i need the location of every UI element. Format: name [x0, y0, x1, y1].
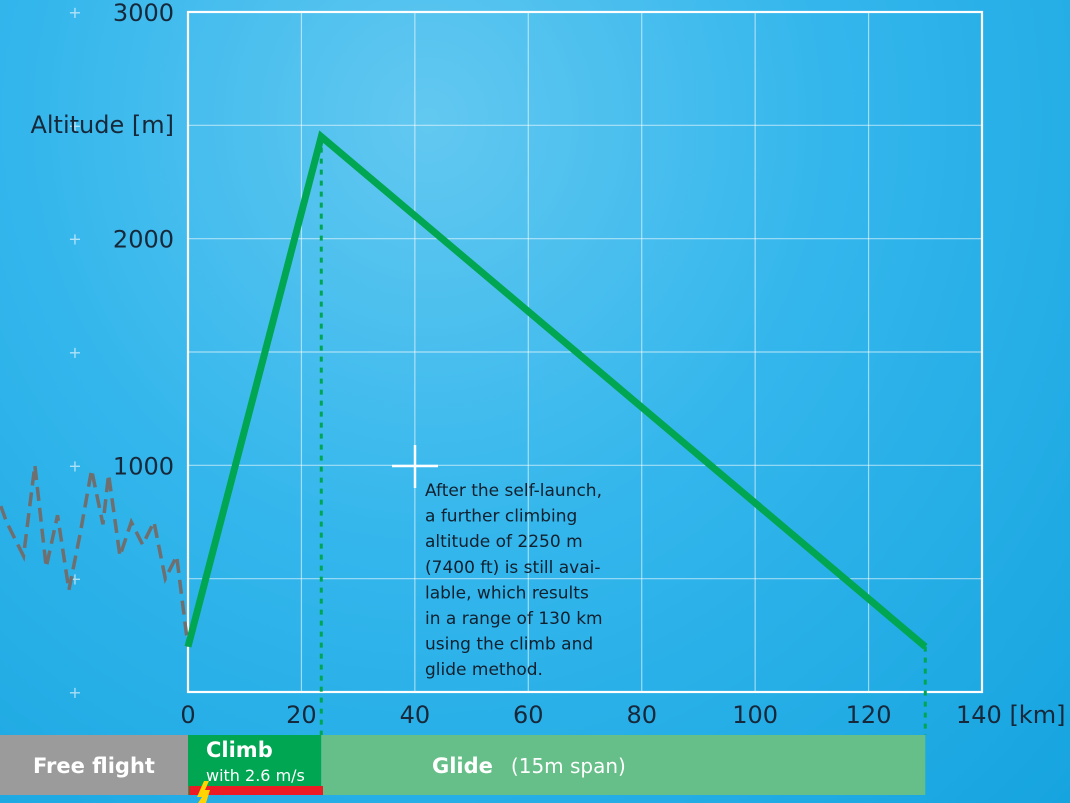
y-tick-label: 3000 — [113, 0, 174, 27]
flight-profile-line — [184, 130, 928, 650]
grid-cross-marker: + — [68, 116, 81, 135]
engine-run-bar — [189, 786, 323, 795]
annotation-text: After the self-launch, a further climbing… — [425, 481, 603, 680]
y-tick-label: 2000 — [113, 226, 174, 254]
grid-cross-marker: + — [68, 683, 81, 702]
annotation-line: glide method. — [425, 660, 543, 680]
phase-band — [0, 735, 188, 795]
annotation-line: a further climbing — [425, 507, 577, 527]
grid-cross-marker: + — [68, 230, 81, 249]
plot-frame — [186, 10, 984, 694]
x-tick-label: 40 — [400, 701, 431, 729]
pre-launch-trace — [0, 465, 190, 647]
x-tick-label: 80 — [626, 701, 657, 729]
annotation-line: After the self-launch, — [425, 481, 602, 501]
phase-band-sublabel: with 2.6 m/s — [206, 766, 305, 785]
grid-cross-marker: + — [68, 456, 81, 475]
y-tick-label: 1000 — [113, 452, 174, 480]
crosshair-icon — [392, 445, 438, 488]
x-axis-ticks: 0 20 40 60 80 100 120 140 [km] — [180, 701, 1065, 729]
grid-cross-marker: + — [68, 3, 81, 22]
y-axis-label: Altitude [m] — [30, 111, 174, 139]
y-axis-ticks: 1000 2000 3000 — [113, 0, 174, 480]
phase-band-label: Glide (15m span) — [432, 754, 626, 778]
annotation-line: lable, which results — [425, 583, 589, 603]
phase-band-label: Free flight — [33, 754, 155, 778]
annotation-line: in a range of 130 km — [425, 609, 603, 629]
plot-border — [186, 10, 984, 694]
grid-cross-marker: + — [68, 343, 81, 362]
x-tick-label: 140 [km] — [956, 701, 1065, 729]
annotation-line: (7400 ft) is still avai- — [425, 558, 601, 578]
x-tick-label: 60 — [513, 701, 544, 729]
drop-lines — [319, 136, 927, 735]
x-tick-label: 100 — [732, 701, 778, 729]
phase-band — [188, 735, 322, 795]
x-tick-label: 20 — [286, 701, 317, 729]
annotation-line: using the climb and — [425, 635, 593, 655]
phase-bands: Free flight Climb with 2.6 m/s Glide (15m sp… — [0, 735, 926, 795]
lightning-icon — [197, 781, 210, 803]
x-tick-label: 0 — [180, 701, 195, 729]
phase-band — [321, 735, 926, 795]
x-tick-label: 120 — [846, 701, 892, 729]
phase-band-label: Climb — [206, 738, 273, 762]
annotation-line: altitude of 2250 m — [425, 532, 583, 552]
